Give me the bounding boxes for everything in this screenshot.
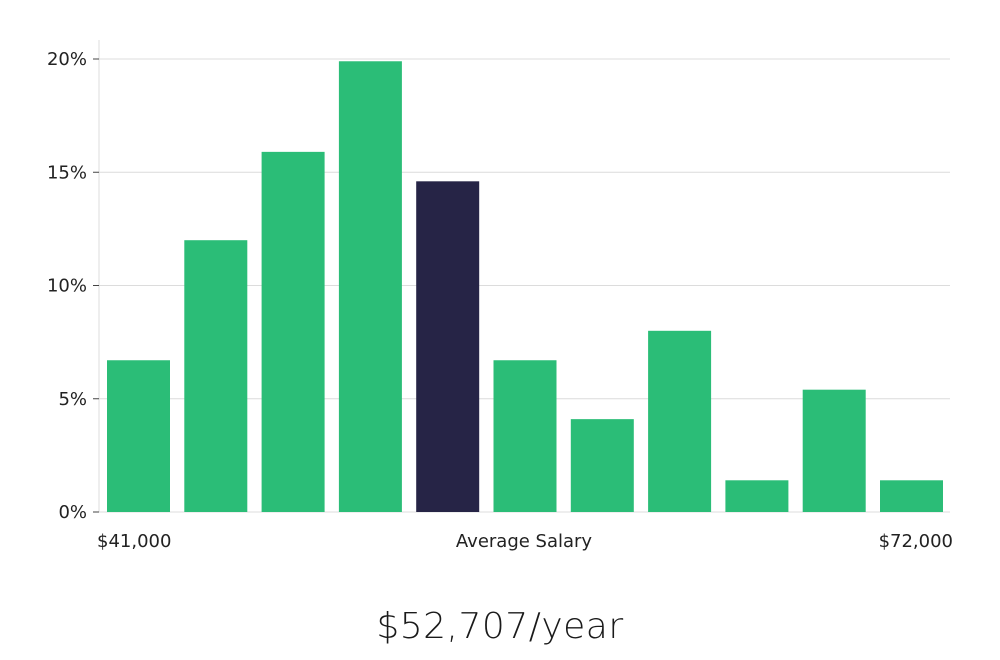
y-tick-label: 15% bbox=[47, 162, 87, 183]
x-axis-label: Average Salary bbox=[456, 531, 593, 552]
bar bbox=[802, 389, 866, 512]
x-max-label: $72,000 bbox=[879, 531, 953, 552]
bars bbox=[107, 61, 943, 513]
bar bbox=[570, 419, 634, 512]
bar bbox=[261, 151, 325, 513]
bar bbox=[184, 240, 248, 512]
y-tick-label: 0% bbox=[58, 502, 87, 523]
bar bbox=[338, 61, 402, 512]
bar bbox=[107, 360, 170, 512]
average-salary-value: $52,707/year bbox=[376, 606, 624, 647]
y-tick-label: 20% bbox=[47, 49, 87, 70]
y-tick-label: 10% bbox=[47, 276, 87, 297]
bar bbox=[725, 480, 789, 512]
bar-highlight bbox=[416, 181, 480, 512]
y-tick-label: 5% bbox=[58, 389, 87, 410]
bar bbox=[648, 330, 712, 512]
x-min-label: $41,000 bbox=[97, 531, 171, 552]
salary-histogram-chart: 0% 5% 10% 15% 20% $41,000 Average Salary $72… bbox=[47, 40, 953, 552]
bar bbox=[493, 360, 557, 512]
bar bbox=[880, 480, 943, 512]
y-axis-ticks: 0% 5% 10% 15% 20% bbox=[47, 49, 99, 523]
